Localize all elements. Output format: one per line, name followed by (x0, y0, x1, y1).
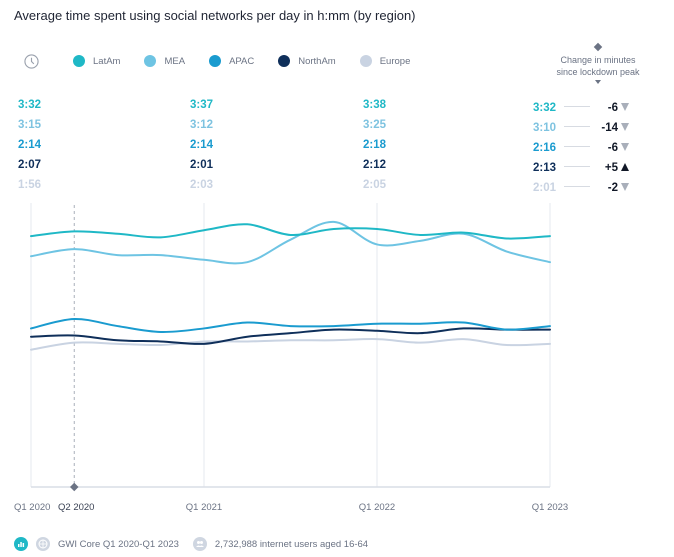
series-line-mea (30, 220, 551, 265)
value-europe: 1:56 (18, 179, 42, 191)
globe-icon (36, 537, 50, 551)
arrow-down-icon (621, 102, 629, 111)
legend-item-europe[interactable]: Europe (359, 55, 411, 67)
value-mea: 3:12 (190, 119, 214, 131)
value-latam: 3:38 (363, 99, 387, 111)
latest-value: 2:13 (533, 162, 557, 174)
x-tick-label: Q1 2022 (359, 502, 395, 513)
legend-dot (209, 55, 222, 67)
value-mea: 3:15 (18, 119, 42, 131)
change-header-line1: Change in minutes (560, 55, 636, 65)
values-column-q1-2021: 3:37 3:12 2:14 2:01 2:03 (190, 98, 213, 198)
series-line-latam (30, 223, 551, 240)
change-row-northam: 2:13 +5 (533, 158, 629, 178)
arrow-up-icon (621, 162, 629, 171)
legend-dot (359, 55, 372, 67)
legend-item-northam[interactable]: NorthAm (278, 55, 336, 67)
sample-text: 2,732,988 internet users aged 16-64 (214, 538, 369, 550)
legend-label: NorthAm (298, 55, 336, 67)
legend-dot (278, 55, 291, 67)
values-column-q1-2020: 3:32 3:15 2:14 2:07 1:56 (18, 98, 41, 198)
clock-icon[interactable] (24, 53, 39, 69)
legend: LatAm MEA APAC NorthAm Europe (24, 52, 434, 70)
latest-value: 3:10 (533, 122, 557, 134)
change-row-apac: 2:16 -6 (533, 138, 629, 158)
x-tick-label: Q1 2020 (14, 502, 50, 513)
values-column-q1-2022: 3:38 3:25 2:18 2:12 2:05 (363, 98, 386, 198)
latest-value: 2:16 (533, 142, 557, 154)
leader-line (564, 145, 590, 147)
lockdown-peak-diamond (70, 482, 79, 492)
change-header-line2: since lockdown peak (556, 67, 640, 77)
arrow-down-icon (621, 182, 629, 191)
change-value: +5 (604, 162, 618, 174)
value-europe: 2:05 (363, 179, 387, 191)
x-tick-label: Q2 2020 (58, 502, 94, 513)
value-apac: 2:14 (18, 139, 42, 151)
leader-line (564, 105, 590, 107)
legend-item-apac[interactable]: APAC (209, 55, 254, 67)
legend-item-mea[interactable]: MEA (144, 55, 185, 67)
latest-change-column: 3:32 -6 3:10 -14 2:16 -6 2:13 +5 2:01 -2 (533, 98, 629, 198)
value-northam: 2:01 (190, 159, 214, 171)
series-line-northam (30, 327, 551, 345)
chart-title: Average time spent using social networks… (14, 8, 416, 23)
value-northam: 2:12 (363, 159, 387, 171)
legend-label: LatAm (93, 55, 121, 67)
leader-line (564, 185, 590, 187)
x-tick-label: Q1 2021 (186, 502, 222, 513)
change-value: -6 (607, 102, 618, 114)
users-icon (192, 537, 207, 551)
x-tick-label: Q1 2023 (532, 502, 568, 513)
value-northam: 2:07 (18, 159, 42, 171)
legend-label: APAC (229, 55, 255, 67)
change-row-latam: 3:32 -6 (533, 98, 629, 118)
change-value: -2 (607, 182, 618, 194)
legend-item-latam[interactable]: LatAm (73, 55, 120, 67)
arrow-down-icon (621, 142, 629, 151)
line-chart: Q1 2020 Q2 2020 Q1 2021 Q1 2022 Q1 2023 (14, 203, 568, 513)
chart-type-icon[interactable] (14, 537, 28, 551)
grid-lines (30, 203, 551, 492)
legend-label: Europe (379, 55, 411, 67)
source-text: GWI Core Q1 2020-Q1 2023 (58, 538, 179, 550)
value-latam: 3:37 (190, 99, 214, 111)
change-row-europe: 2:01 -2 (533, 178, 629, 198)
value-apac: 2:14 (190, 139, 214, 151)
value-apac: 2:18 (363, 139, 387, 151)
value-latam: 3:32 (18, 99, 42, 111)
series-lines (30, 220, 551, 351)
footer: GWI Core Q1 2020-Q1 2023 2,732,988 inter… (14, 537, 382, 551)
value-mea: 3:25 (363, 119, 387, 131)
latest-value: 2:01 (533, 182, 557, 194)
leader-line (564, 165, 590, 167)
legend-dot (144, 55, 157, 67)
change-row-mea: 3:10 -14 (533, 118, 629, 138)
change-header: Change in minutes since lockdown peak (548, 42, 648, 84)
legend-dot (73, 55, 85, 67)
change-value: -6 (607, 142, 618, 154)
leader-line (564, 125, 590, 127)
value-europe: 2:03 (190, 179, 214, 191)
series-line-europe (30, 338, 551, 351)
latest-value: 3:32 (533, 102, 557, 114)
legend-label: MEA (164, 55, 186, 67)
series-line-apac (30, 317, 551, 334)
caret-down-icon (595, 80, 601, 84)
arrow-down-icon (621, 122, 629, 131)
x-axis-ticks: Q1 2020 Q2 2020 Q1 2021 Q1 2022 Q1 2023 (14, 502, 568, 513)
change-value: -14 (601, 122, 618, 134)
